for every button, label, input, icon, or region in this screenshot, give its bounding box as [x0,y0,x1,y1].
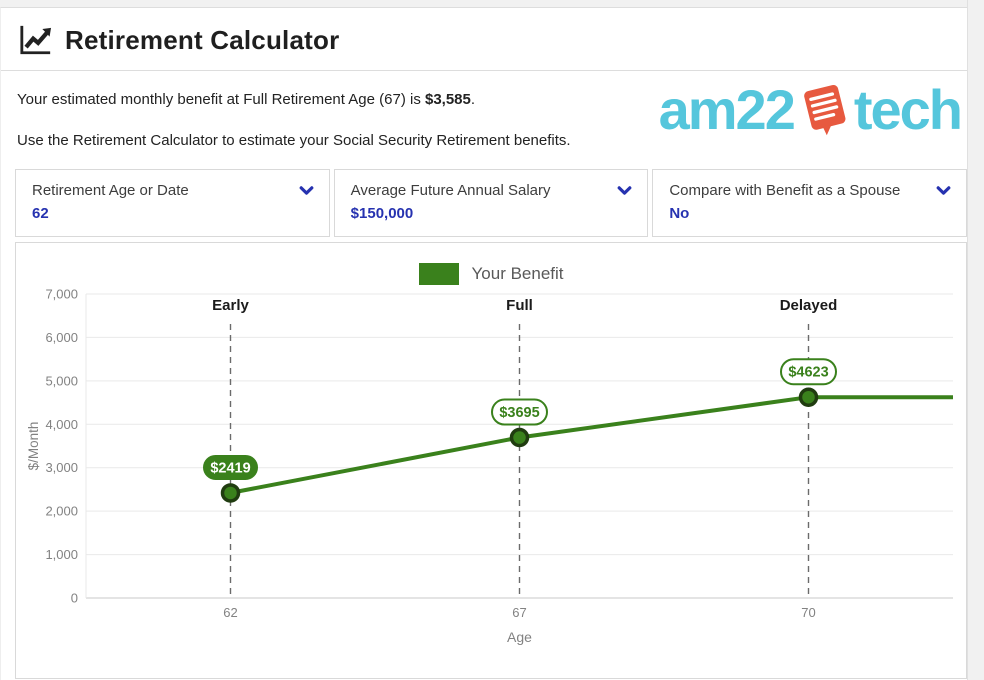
am22tech-logo: am22 tech [658,78,963,142]
benefit-text-after: . [470,91,476,108]
benefit-text-before: Your estimated monthly benefit at Full R… [17,91,425,108]
logo-text-am22: am22 [658,78,796,141]
annual-salary-label: Average Future Annual Salary [350,182,551,199]
logo-text-tech: tech [853,78,963,141]
annual-salary-dropdown[interactable]: Average Future Annual Salary $150,000 [333,169,649,237]
benefit-chart-card: Your Benefit 0 1,000 2,000 3,000 4,000 5,000 6… [15,242,967,679]
chart-legend: Your Benefit [16,243,966,285]
scrollbar-track[interactable] [967,0,984,680]
estimated-benefit-text: Your estimated monthly benefit at Full R… [17,91,951,108]
y-tick-label: 3,000 [45,460,78,475]
point-value-pill: $4623 [780,358,837,386]
legend-swatch [418,263,459,285]
benefit-amount: $3,585 [424,91,471,108]
chevron-down-icon[interactable] [298,182,315,199]
benefit-line-chart: 0 1,000 2,000 3,000 4,000 5,000 6,000 7,000 $/Mo… [26,287,953,645]
x-tick-label: 62 [223,605,237,620]
page-title: Retirement Calculator [65,24,340,55]
data-point-70[interactable] [798,387,819,407]
retirement-calculator-page: Retirement Calculator Your estimated mon… [0,7,968,680]
y-tick-label: 1,000 [45,547,78,562]
filter-row: Retirement Age or Date 62 Average Future… [15,169,968,237]
y-axis-title: $/Month [26,422,41,471]
document-icon [795,78,853,142]
annual-salary-value[interactable]: $150,000 [350,205,414,222]
y-tick-label: 4,000 [45,417,78,432]
point-value-label: $2419 [210,460,250,476]
trending-chart-icon [17,23,55,57]
page-top-strip [0,0,967,7]
spouse-benefit-dropdown[interactable]: Compare with Benefit as a Spouse No [652,169,968,237]
data-point-62[interactable] [220,483,241,503]
chevron-down-icon[interactable] [935,182,952,199]
chevron-down-icon[interactable] [616,182,633,199]
category-label: Full [506,297,533,314]
x-tick-label: 67 [512,605,526,620]
category-label: Delayed [780,297,838,314]
point-value-label: $3695 [499,405,539,421]
intro-section: Your estimated monthly benefit at Full R… [1,71,967,149]
retirement-age-value[interactable]: 62 [32,205,49,222]
y-tick-label: 5,000 [45,373,78,388]
data-point-67[interactable] [509,427,530,448]
point-value-pill: $3695 [491,398,548,426]
retirement-age-dropdown[interactable]: Retirement Age or Date 62 [15,169,330,237]
point-value-pill: $2419 [203,454,258,480]
category-label: Early [212,297,249,314]
point-value-label: $4623 [788,365,828,381]
y-tick-label: 0 [71,591,78,606]
legend-label: Your Benefit [471,264,564,283]
y-tick-label: 7,000 [45,287,78,302]
benefit-line-series [230,395,953,495]
retirement-age-label: Retirement Age or Date [32,182,189,199]
spouse-benefit-value[interactable]: No [669,205,690,222]
x-axis-title: Age [507,629,532,645]
x-tick-label: 70 [801,605,815,620]
spouse-benefit-label: Compare with Benefit as a Spouse [669,182,901,199]
y-tick-label: 2,000 [45,504,78,519]
page-header: Retirement Calculator [1,8,967,71]
y-tick-label: 6,000 [45,330,78,345]
calculator-description: Use the Retirement Calculator to estimat… [17,132,571,149]
